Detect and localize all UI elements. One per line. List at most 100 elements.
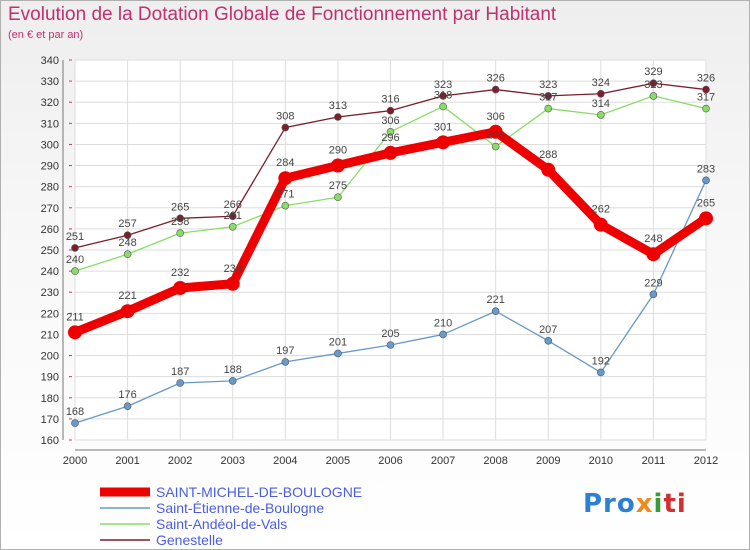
data-label: 296 bbox=[381, 132, 399, 144]
data-point bbox=[439, 92, 447, 100]
data-point bbox=[541, 162, 556, 177]
data-label: 324 bbox=[592, 77, 610, 89]
data-point bbox=[71, 419, 79, 427]
x-tick-label: 2006 bbox=[378, 455, 402, 467]
y-tick-label: 210 bbox=[41, 329, 59, 341]
data-point bbox=[436, 135, 451, 150]
legend-label: Saint-Étienne-de-Boulogne bbox=[156, 500, 324, 516]
data-label: 318 bbox=[434, 89, 452, 101]
data-point bbox=[334, 349, 342, 358]
data-label: 187 bbox=[171, 366, 189, 378]
data-label: 221 bbox=[118, 290, 136, 302]
data-label: 316 bbox=[381, 94, 399, 106]
chart-subtitle: (en € et par an) bbox=[8, 29, 84, 41]
data-label: 275 bbox=[329, 180, 347, 192]
data-label: 323 bbox=[434, 79, 452, 91]
data-point bbox=[702, 176, 710, 185]
data-point bbox=[491, 307, 500, 316]
y-tick-label: 260 bbox=[41, 224, 59, 236]
data-point bbox=[439, 102, 447, 111]
data-label: 266 bbox=[224, 199, 242, 211]
data-point bbox=[597, 111, 605, 119]
data-point bbox=[71, 267, 79, 275]
x-tick-label: 2001 bbox=[115, 455, 139, 467]
legend-label: Saint-Andéol-de-Vals bbox=[156, 516, 287, 532]
data-label: 323 bbox=[539, 79, 557, 91]
data-point bbox=[228, 222, 237, 231]
data-point bbox=[383, 145, 398, 160]
y-tick-label: 180 bbox=[41, 393, 59, 405]
y-tick-label: 240 bbox=[41, 266, 59, 278]
data-point bbox=[173, 281, 188, 295]
data-label: 271 bbox=[276, 189, 294, 201]
data-point bbox=[491, 85, 500, 94]
data-point bbox=[123, 250, 132, 259]
data-point bbox=[649, 79, 658, 88]
y-tick-label: 280 bbox=[41, 182, 59, 194]
y-tick-label: 320 bbox=[41, 97, 59, 109]
data-label: 221 bbox=[486, 294, 504, 306]
data-point bbox=[597, 368, 605, 377]
data-point bbox=[544, 92, 553, 100]
data-label: 308 bbox=[276, 111, 294, 123]
data-point bbox=[544, 104, 553, 113]
y-tick-label: 160 bbox=[41, 435, 59, 447]
data-point bbox=[334, 113, 342, 121]
data-point bbox=[439, 330, 447, 339]
data-label: 205 bbox=[381, 328, 399, 340]
data-label: 299 bbox=[486, 130, 504, 142]
grid-lines bbox=[74, 59, 707, 441]
data-point bbox=[646, 247, 661, 262]
y-tick-label: 290 bbox=[41, 161, 59, 173]
data-label: 261 bbox=[224, 210, 242, 222]
data-point bbox=[330, 158, 345, 173]
series-lines bbox=[68, 79, 713, 427]
y-tick-label: 220 bbox=[41, 308, 59, 320]
data-point bbox=[71, 244, 79, 252]
data-label: 197 bbox=[276, 345, 294, 357]
data-point bbox=[176, 229, 184, 237]
legend: SAINT-MICHEL-DE-BOULOGNESaint-Étienne-de… bbox=[100, 484, 362, 548]
x-tick-label: 2010 bbox=[589, 455, 613, 467]
data-point bbox=[281, 201, 290, 210]
data-label: 265 bbox=[697, 197, 715, 209]
data-label: 283 bbox=[697, 163, 715, 175]
data-label: 284 bbox=[276, 157, 294, 169]
x-tick-label: 2003 bbox=[221, 455, 245, 467]
data-label: 314 bbox=[592, 98, 610, 110]
x-tick-label: 2009 bbox=[536, 455, 560, 467]
data-point bbox=[597, 89, 605, 98]
legend-label: SAINT-MICHEL-DE-BOULOGNE bbox=[156, 484, 362, 500]
data-point bbox=[120, 304, 135, 319]
data-label: 301 bbox=[434, 121, 452, 133]
data-label: 211 bbox=[66, 311, 84, 323]
data-label: 288 bbox=[539, 149, 557, 161]
x-tick-label: 2004 bbox=[273, 455, 297, 467]
data-label: 248 bbox=[644, 233, 662, 245]
data-label: 326 bbox=[697, 73, 715, 85]
y-tick-label: 340 bbox=[41, 55, 59, 67]
data-point bbox=[386, 127, 395, 136]
data-label: 290 bbox=[329, 145, 347, 157]
data-label: 234 bbox=[224, 263, 242, 275]
y-tick-label: 200 bbox=[41, 351, 59, 363]
y-tick-label: 190 bbox=[41, 372, 59, 384]
legend-label: Genestelle bbox=[156, 532, 223, 548]
y-tick-label: 270 bbox=[41, 203, 59, 215]
data-point bbox=[649, 92, 658, 100]
data-label: 323 bbox=[644, 79, 662, 91]
data-label: 210 bbox=[434, 317, 452, 329]
y-tick-label: 230 bbox=[41, 287, 59, 299]
data-point bbox=[699, 211, 713, 226]
y-tick-label: 330 bbox=[41, 76, 59, 88]
x-tick-label: 2011 bbox=[642, 455, 666, 467]
data-label: 248 bbox=[118, 237, 136, 249]
data-point bbox=[593, 217, 608, 232]
data-label: 329 bbox=[644, 66, 662, 78]
data-labels: 251 257 265 266 308 313 316 323 326 323 324 329 326 2… bbox=[66, 66, 715, 418]
data-point bbox=[225, 276, 240, 291]
data-point bbox=[123, 402, 132, 411]
x-tick-label: 2012 bbox=[694, 455, 718, 467]
data-label: 313 bbox=[329, 100, 347, 112]
